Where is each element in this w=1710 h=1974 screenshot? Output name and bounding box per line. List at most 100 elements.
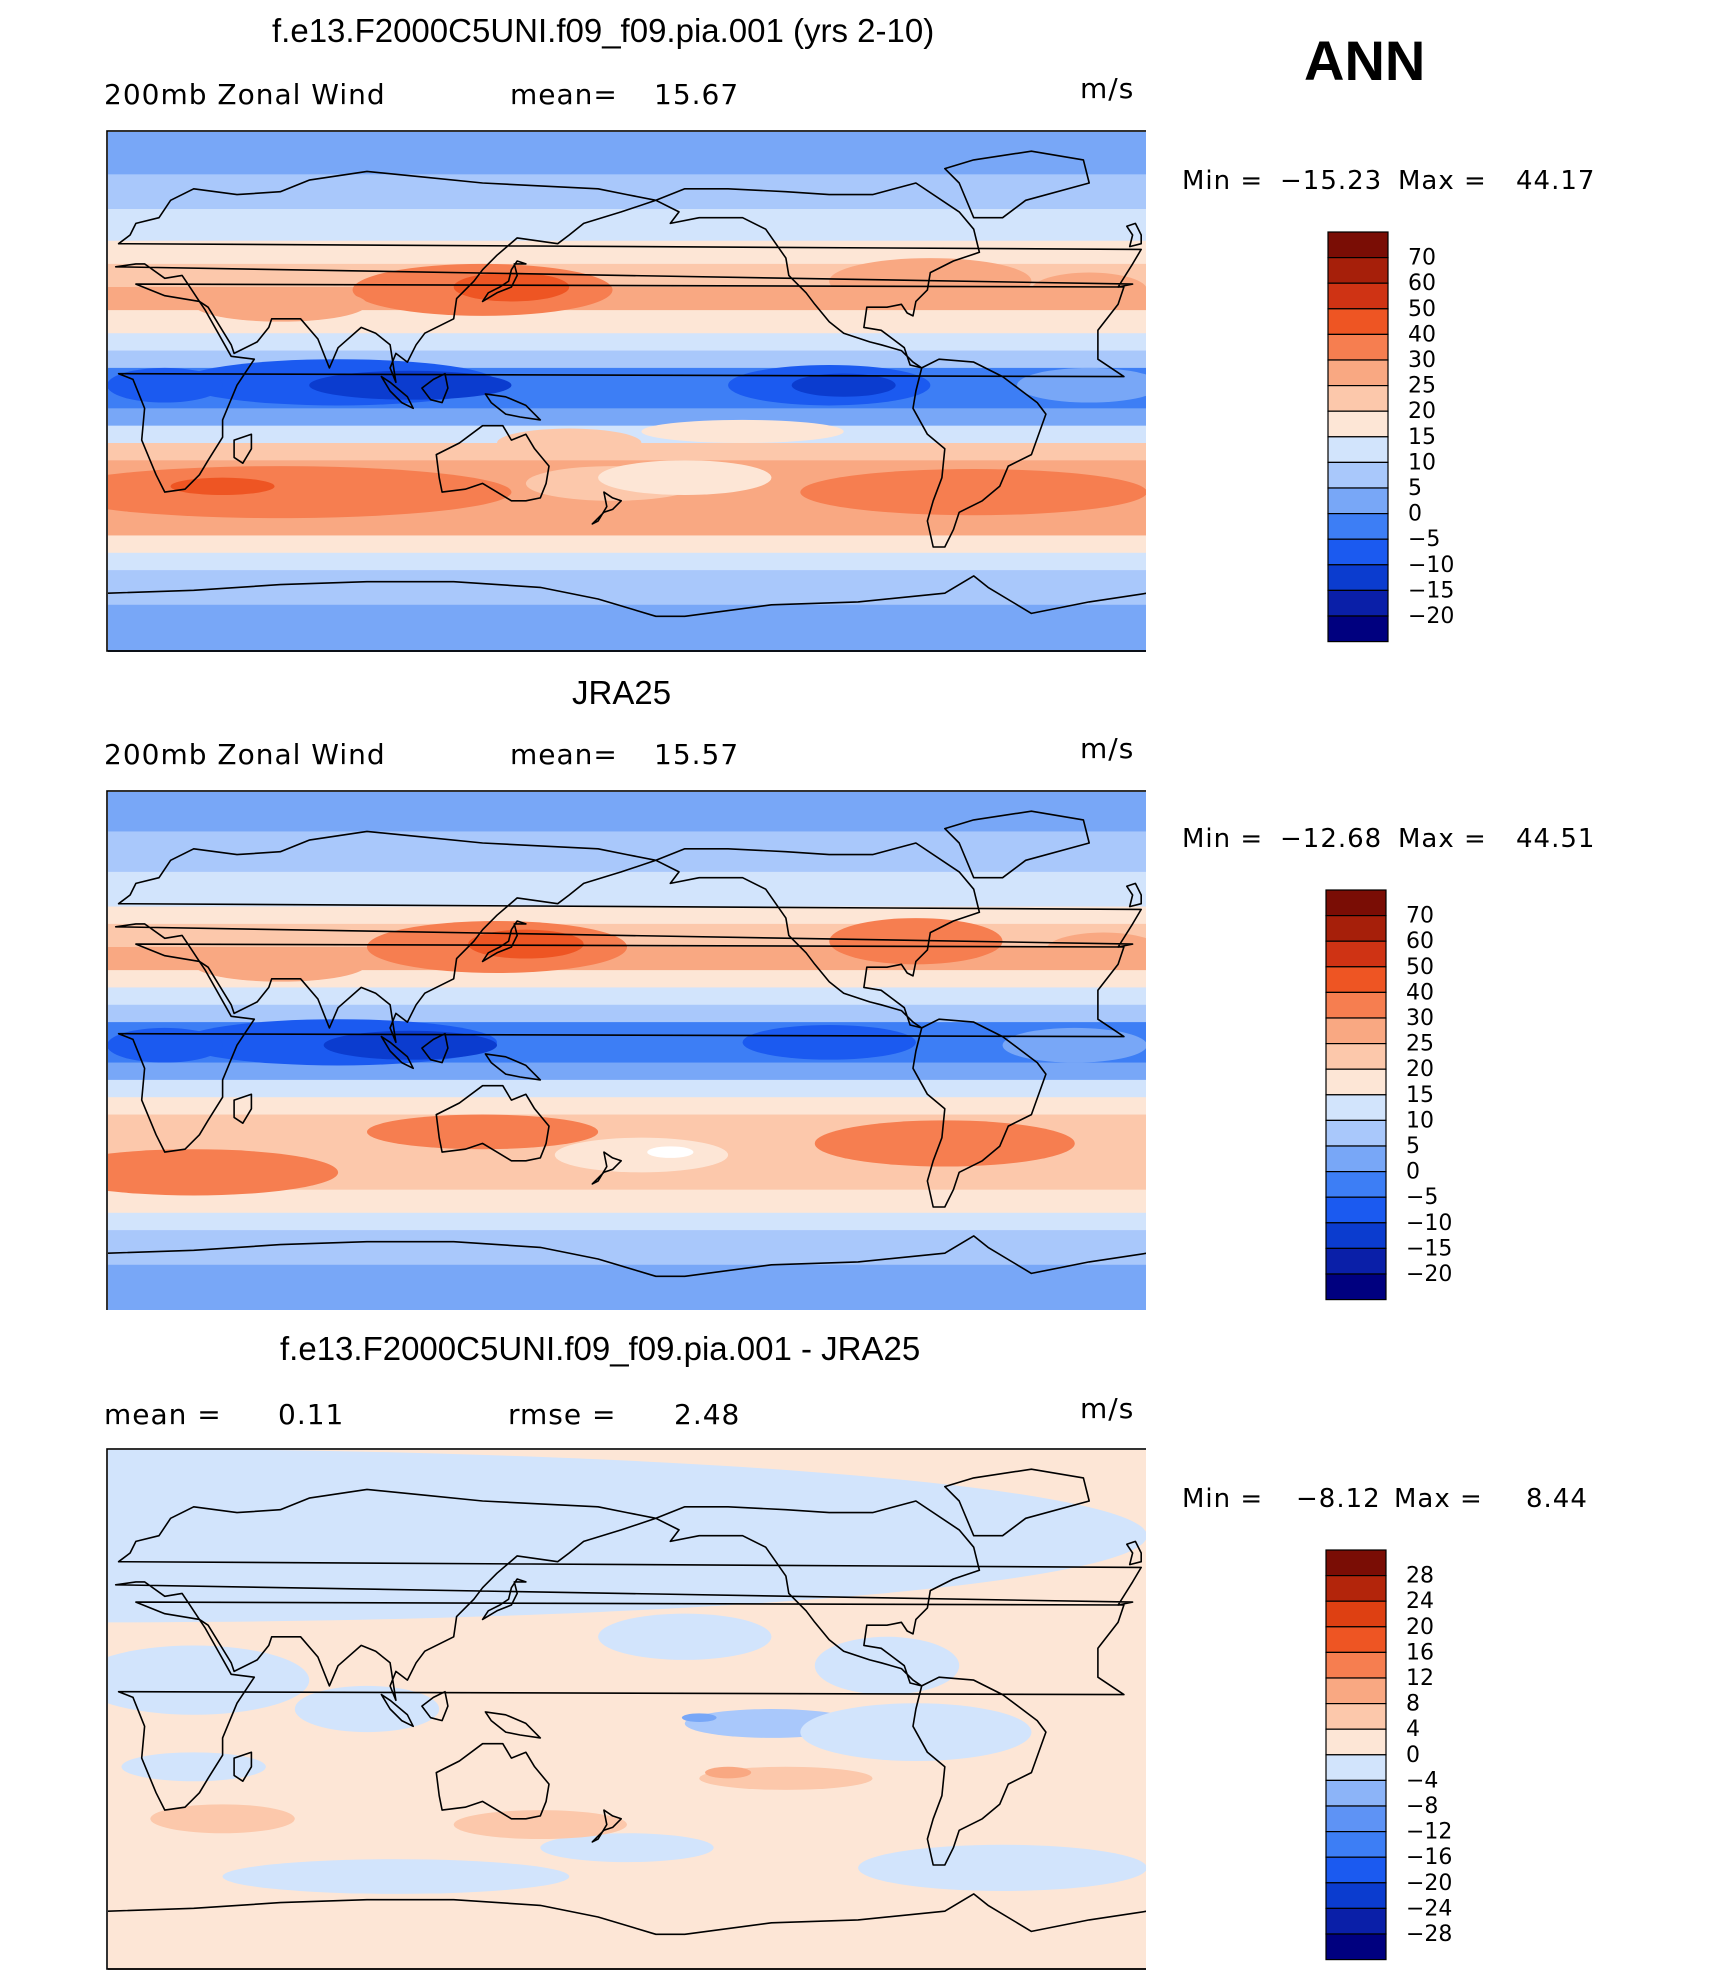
coastline xyxy=(421,1032,449,1064)
contour-region xyxy=(800,469,1146,516)
colorbar-tick-label: 10 xyxy=(1406,1108,1434,1133)
contour-region xyxy=(108,1149,339,1196)
colorbar-swatch xyxy=(1325,1882,1387,1909)
colorbar-swatch xyxy=(1325,1094,1387,1122)
colorbar-swatch xyxy=(1325,1017,1387,1045)
coastline xyxy=(233,1751,253,1783)
coastline xyxy=(1125,1540,1142,1566)
colorbar-swatch xyxy=(1327,461,1389,489)
colorbar-swatch xyxy=(1325,1856,1387,1884)
coastline xyxy=(114,830,1142,1044)
contour-region xyxy=(108,1450,1146,1623)
contour-band xyxy=(108,792,1146,833)
colorbar-swatch xyxy=(1327,385,1389,412)
coastline xyxy=(943,810,1091,879)
contour-band xyxy=(108,552,1146,572)
coastline xyxy=(481,920,527,963)
colorbar-tick-label: 40 xyxy=(1406,980,1434,1005)
coastline xyxy=(421,372,449,404)
colorbar-tick-label: 0 xyxy=(1408,502,1422,527)
panel-2-max-value: 44.51 xyxy=(1516,824,1596,854)
panel-3-mean-label: mean = xyxy=(104,1398,222,1431)
contour-region xyxy=(193,287,367,322)
contour-band xyxy=(108,970,1146,989)
contour-band xyxy=(108,535,1146,554)
colorbar-swatch xyxy=(1327,436,1389,464)
map-frame xyxy=(106,790,1146,1310)
colorbar-tick-label: −20 xyxy=(1406,1871,1452,1896)
colorbar-tick-label: 60 xyxy=(1406,929,1434,954)
colorbar-tick-label: −20 xyxy=(1408,604,1454,629)
contour-region xyxy=(150,1804,295,1834)
contour-region xyxy=(598,460,772,495)
contour-region xyxy=(121,1752,266,1782)
panel-2-units: m/s xyxy=(1080,732,1135,765)
contour-region xyxy=(222,1859,570,1894)
colorbar-swatch xyxy=(1327,257,1389,284)
contour-band xyxy=(108,132,1146,176)
colorbar-swatch xyxy=(1325,1196,1387,1224)
colorbar-swatch xyxy=(1327,487,1389,515)
colorbar-swatch xyxy=(1325,966,1387,994)
colorbar-tick-label: −4 xyxy=(1406,1768,1438,1793)
colorbar-tick-label: −15 xyxy=(1408,578,1454,603)
coastline xyxy=(912,1018,1047,1208)
colorbar-tick-label: 20 xyxy=(1408,399,1436,424)
colorbar-tick-label: 10 xyxy=(1408,450,1436,475)
colorbar-tick-label: −15 xyxy=(1406,1236,1452,1261)
colorbar-tick-label: −5 xyxy=(1406,1185,1438,1210)
panel-2-min-label: Min = xyxy=(1182,824,1264,854)
panel-3-max-label: Max = xyxy=(1394,1484,1483,1514)
colorbar-swatch xyxy=(1325,1247,1387,1275)
contour-region xyxy=(540,1833,714,1863)
colorbar-tick-label: 0 xyxy=(1406,1743,1420,1768)
contour-region xyxy=(453,1810,627,1839)
colorbar-swatch xyxy=(1325,1273,1387,1301)
colorbar-tick-label: 70 xyxy=(1406,904,1434,929)
contour-region xyxy=(641,419,844,444)
coastline xyxy=(380,1035,415,1070)
contour-region xyxy=(497,428,642,458)
colorbar-swatch xyxy=(1327,615,1389,643)
map-frame xyxy=(106,1448,1146,1970)
colorbar-swatch xyxy=(1325,1575,1387,1602)
coastline xyxy=(114,170,1142,384)
colorbar-swatch xyxy=(1325,1831,1387,1858)
contour-region xyxy=(1031,272,1146,308)
colorbar-swatch xyxy=(1325,1779,1387,1807)
contour-region xyxy=(829,918,1003,965)
coastline xyxy=(655,842,981,1029)
panel-1-min-label: Min = xyxy=(1182,166,1264,196)
colorbar-swatch xyxy=(1327,359,1389,387)
contour-region xyxy=(858,1844,1146,1891)
coastline xyxy=(591,491,623,525)
colorbar-tick-label: 5 xyxy=(1408,476,1422,501)
colorbar-swatch xyxy=(1325,1754,1387,1782)
contour-region xyxy=(108,1645,310,1715)
coastline xyxy=(117,943,1125,1153)
colorbar-swatch xyxy=(1327,231,1389,259)
contour-band xyxy=(108,209,1146,242)
coastline xyxy=(435,1742,550,1820)
colorbar-swatch xyxy=(1325,991,1387,1019)
colorbar-tick-label: −24 xyxy=(1406,1896,1452,1921)
contour-region xyxy=(108,1027,223,1063)
coastline xyxy=(233,1093,253,1125)
panel-1-max-label: Max = xyxy=(1398,166,1487,196)
contour-band xyxy=(108,1004,1146,1024)
colorbar-tick-label: 50 xyxy=(1408,297,1436,322)
panel-2-mean-label: mean= xyxy=(510,738,618,771)
colorbar-swatch xyxy=(1325,1907,1387,1935)
colorbar-swatch xyxy=(1325,1933,1387,1961)
colorbar-swatch xyxy=(1325,1651,1387,1679)
colorbar-tick-label: −28 xyxy=(1406,1922,1452,1947)
contour-band xyxy=(108,443,1146,462)
colorbar-swatch xyxy=(1325,915,1387,942)
panel-3-mean-value: 0.11 xyxy=(278,1398,345,1431)
coastline xyxy=(435,424,550,502)
map-field xyxy=(108,1450,1146,1970)
colorbar-tick-label: 20 xyxy=(1406,1615,1434,1640)
colorbar-swatch xyxy=(1327,308,1389,336)
